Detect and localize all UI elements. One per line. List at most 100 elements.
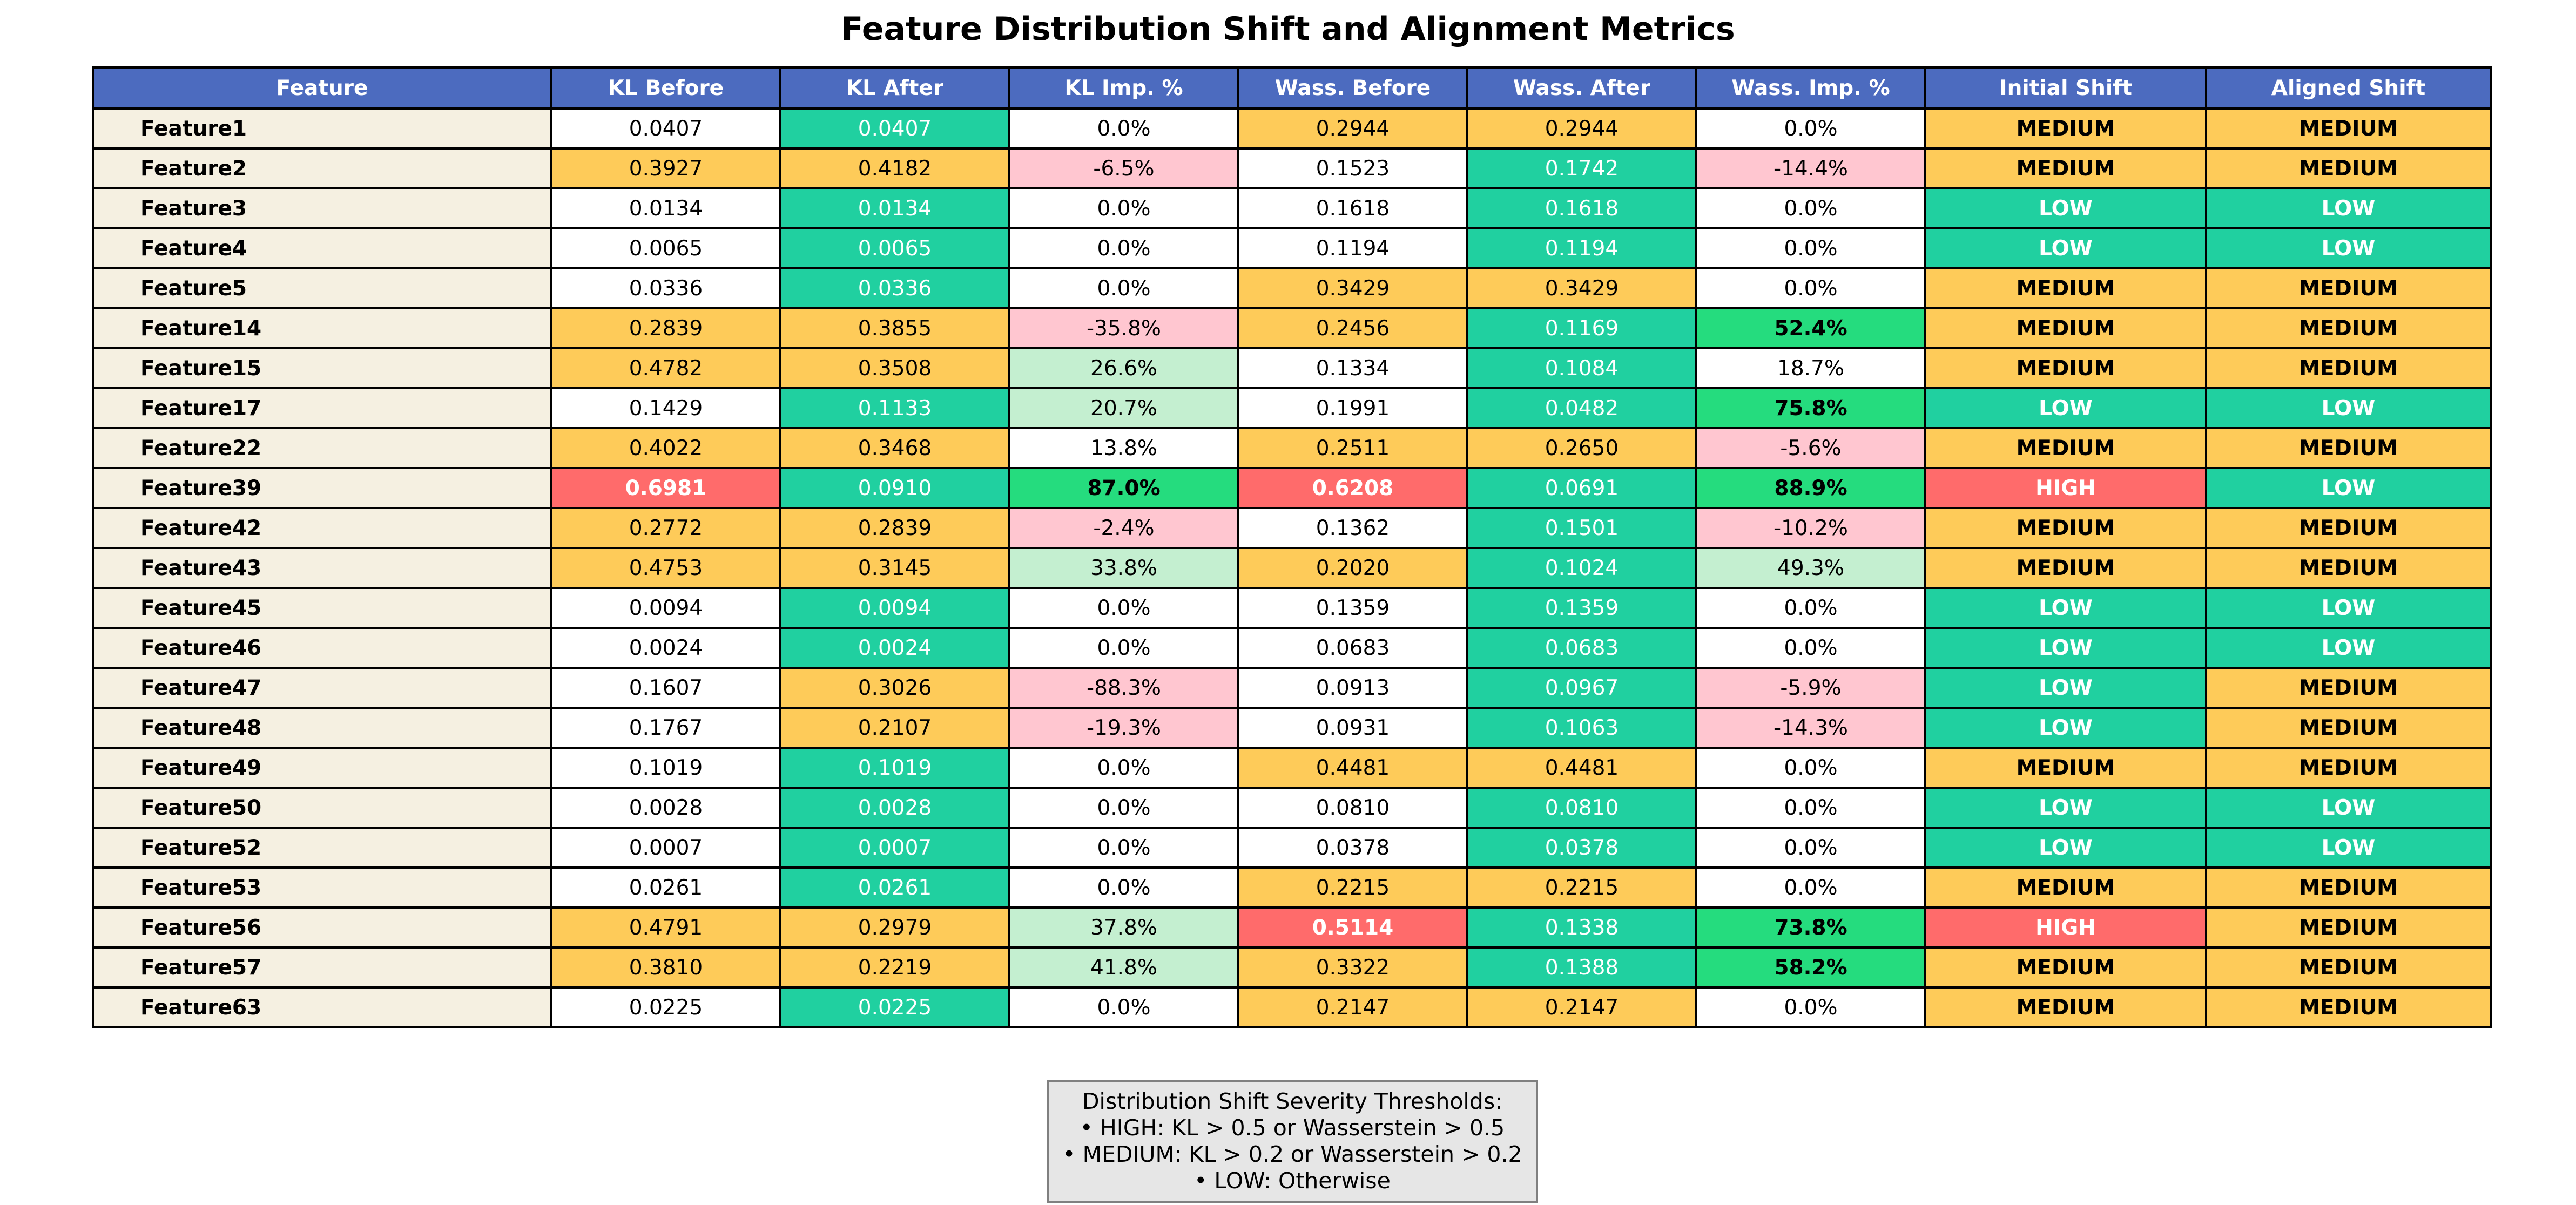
- column-header-feature: Feature: [92, 66, 552, 110]
- cell-kl-after: 0.3145: [779, 547, 1010, 589]
- cell-initial-shift: MEDIUM: [1924, 307, 2207, 349]
- cell-kl-before: 0.4753: [550, 547, 781, 589]
- cell-kl-after: 0.0024: [779, 627, 1010, 669]
- cell-feature: Feature49: [92, 747, 552, 789]
- column-header-wass-improvement: Wass. Imp. %: [1695, 66, 1926, 110]
- cell-wass-before: 0.2511: [1237, 427, 1468, 469]
- cell-wass-improvement: 52.4%: [1695, 307, 1926, 349]
- cell-wass-before: 0.6208: [1237, 467, 1468, 509]
- cell-feature: Feature63: [92, 986, 552, 1028]
- cell-wass-after: 0.0967: [1466, 667, 1697, 709]
- table-row: Feature15 0.4782 0.3508 26.6% 0.1334 0.1084 18…: [92, 347, 2492, 389]
- cell-wass-before: 0.1359: [1237, 587, 1468, 629]
- cell-wass-improvement: 0.0%: [1695, 227, 1926, 269]
- cell-kl-before: 0.0065: [550, 227, 781, 269]
- cell-kl-after: 0.2979: [779, 906, 1010, 949]
- cell-wass-after: 0.1169: [1466, 307, 1697, 349]
- cell-wass-before: 0.1618: [1237, 187, 1468, 229]
- cell-aligned-shift: MEDIUM: [2205, 547, 2492, 589]
- cell-kl-before: 0.3810: [550, 946, 781, 989]
- cell-initial-shift: LOW: [1924, 667, 2207, 709]
- cell-feature: Feature42: [92, 507, 552, 549]
- column-header-kl-after: KL After: [779, 66, 1010, 110]
- cell-kl-after: 0.3468: [779, 427, 1010, 469]
- legend-medium-line: • MEDIUM: KL > 0.2 or Wasserstein > 0.2: [1062, 1141, 1522, 1167]
- cell-initial-shift: MEDIUM: [1924, 946, 2207, 989]
- cell-kl-after: 0.3026: [779, 667, 1010, 709]
- cell-wass-before: 0.0913: [1237, 667, 1468, 709]
- legend-low-line: • LOW: Otherwise: [1194, 1168, 1391, 1194]
- cell-aligned-shift: MEDIUM: [2205, 906, 2492, 949]
- cell-aligned-shift: LOW: [2205, 587, 2492, 629]
- cell-wass-improvement: 0.0%: [1695, 107, 1926, 150]
- table-row: Feature52 0.0007 0.0007 0.0% 0.0378 0.0378 0.0…: [92, 827, 2492, 869]
- cell-feature: Feature14: [92, 307, 552, 349]
- cell-wass-improvement: 0.0%: [1695, 187, 1926, 229]
- cell-wass-before: 0.0683: [1237, 627, 1468, 669]
- cell-feature: Feature1: [92, 107, 552, 150]
- cell-feature: Feature56: [92, 906, 552, 949]
- cell-initial-shift: HIGH: [1924, 467, 2207, 509]
- cell-wass-improvement: -10.2%: [1695, 507, 1926, 549]
- legend-title: Distribution Shift Severity Thresholds:: [1082, 1088, 1503, 1114]
- cell-wass-improvement: 73.8%: [1695, 906, 1926, 949]
- cell-initial-shift: MEDIUM: [1924, 267, 2207, 309]
- cell-feature: Feature57: [92, 946, 552, 989]
- cell-feature: Feature50: [92, 787, 552, 829]
- cell-initial-shift: LOW: [1924, 787, 2207, 829]
- cell-wass-improvement: 0.0%: [1695, 986, 1926, 1028]
- cell-initial-shift: MEDIUM: [1924, 547, 2207, 589]
- cell-kl-before: 0.0336: [550, 267, 781, 309]
- cell-wass-before: 0.2020: [1237, 547, 1468, 589]
- cell-kl-after: 0.0910: [779, 467, 1010, 509]
- cell-kl-after: 0.0225: [779, 986, 1010, 1028]
- chart-title: Feature Distribution Shift and Alignment…: [841, 10, 1735, 48]
- cell-kl-after: 0.0028: [779, 787, 1010, 829]
- table-row: Feature47 0.1607 0.3026 -88.3% 0.0913 0.0967-…: [92, 667, 2492, 709]
- cell-kl-after: 0.1019: [779, 747, 1010, 789]
- table-row: Feature43 0.4753 0.3145 33.8% 0.2020 0.1024 49…: [92, 547, 2492, 589]
- cell-kl-after: 0.0407: [779, 107, 1010, 150]
- cell-wass-before: 0.2215: [1237, 866, 1468, 909]
- table-row: Feature48 0.1767 0.2107 -19.3% 0.0931 0.1063-…: [92, 707, 2492, 749]
- cell-wass-after: 0.4481: [1466, 747, 1697, 789]
- table-row: Feature4 0.0065 0.0065 0.0% 0.1194 0.1194 0.0%…: [92, 227, 2492, 269]
- table-row: Feature22 0.4022 0.3468 13.8% 0.2511 0.2650 -5…: [92, 427, 2492, 469]
- cell-wass-before: 0.2456: [1237, 307, 1468, 349]
- cell-kl-improvement: 41.8%: [1008, 946, 1239, 989]
- cell-kl-before: 0.6981: [550, 467, 781, 509]
- cell-kl-before: 0.0261: [550, 866, 781, 909]
- cell-kl-before: 0.1429: [550, 387, 781, 429]
- cell-wass-after: 0.1024: [1466, 547, 1697, 589]
- cell-aligned-shift: LOW: [2205, 387, 2492, 429]
- column-header-kl-before: KL Before: [550, 66, 781, 110]
- cell-kl-before: 0.2839: [550, 307, 781, 349]
- cell-wass-improvement: 0.0%: [1695, 747, 1926, 789]
- cell-kl-improvement: 37.8%: [1008, 906, 1239, 949]
- cell-wass-after: 0.1359: [1466, 587, 1697, 629]
- cell-aligned-shift: MEDIUM: [2205, 946, 2492, 989]
- cell-wass-before: 0.0810: [1237, 787, 1468, 829]
- cell-feature: Feature39: [92, 467, 552, 509]
- cell-wass-before: 0.1991: [1237, 387, 1468, 429]
- cell-wass-before: 0.1334: [1237, 347, 1468, 389]
- metrics-table: Feature KL Before KL After KL Imp. % Was…: [92, 66, 2492, 1028]
- table-row: Feature14 0.2839 0.3855 -35.8% 0.2456 0.1169 5…: [92, 307, 2492, 349]
- cell-wass-after: 0.1388: [1466, 946, 1697, 989]
- cell-wass-after: 0.2147: [1466, 986, 1697, 1028]
- cell-feature: Feature45: [92, 587, 552, 629]
- cell-initial-shift: MEDIUM: [1924, 427, 2207, 469]
- cell-wass-after: 0.2944: [1466, 107, 1697, 150]
- cell-kl-after: 0.4182: [779, 147, 1010, 189]
- cell-feature: Feature46: [92, 627, 552, 669]
- cell-aligned-shift: MEDIUM: [2205, 427, 2492, 469]
- cell-feature: Feature48: [92, 707, 552, 749]
- cell-aligned-shift: MEDIUM: [2205, 307, 2492, 349]
- cell-initial-shift: LOW: [1924, 187, 2207, 229]
- cell-wass-after: 0.2215: [1466, 866, 1697, 909]
- cell-kl-improvement: 26.6%: [1008, 347, 1239, 389]
- cell-feature: Feature22: [92, 427, 552, 469]
- cell-aligned-shift: MEDIUM: [2205, 707, 2492, 749]
- cell-kl-improvement: 0.0%: [1008, 587, 1239, 629]
- cell-initial-shift: LOW: [1924, 827, 2207, 869]
